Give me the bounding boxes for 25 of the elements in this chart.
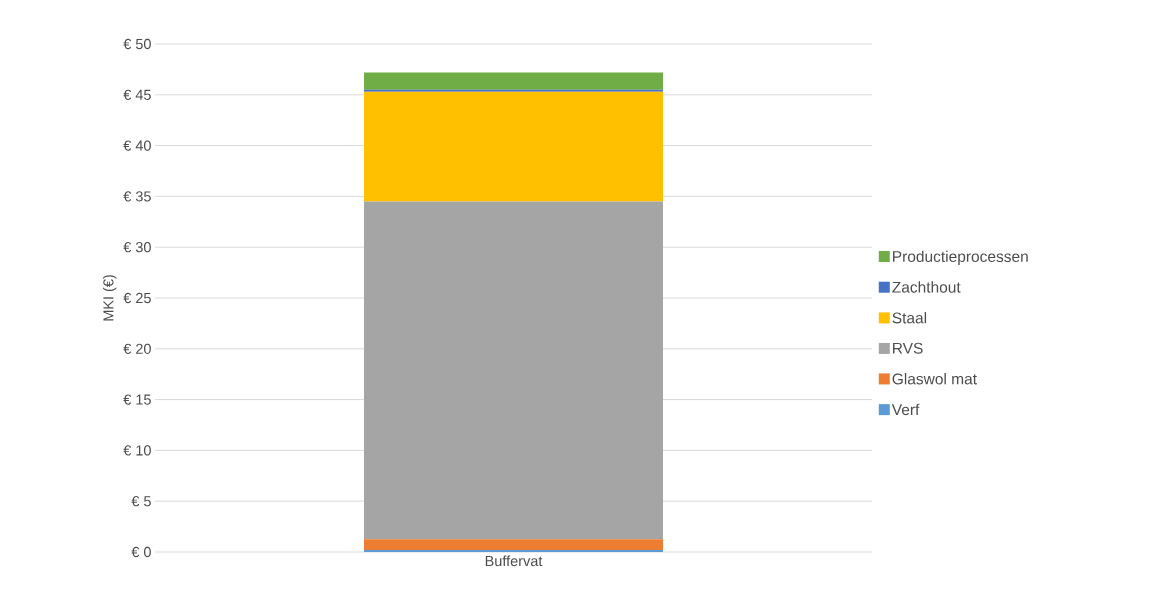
legend-label: Glaswol mat [892,373,977,385]
legend-label: RVS [893,342,923,354]
y-tick-label: € 50 [123,38,151,50]
y-tick-label: € 0 [131,546,151,558]
bar [364,549,663,552]
y-axis-title: MKI (€) [102,275,117,321]
y-tick-label: € 20 [123,343,151,354]
bar [364,89,663,92]
bar [364,539,663,550]
y-tick-label: € 10 [123,445,151,456]
y-tick-label: € 30 [123,242,151,253]
bar [364,201,663,540]
legend-label: Staal [892,312,927,324]
y-tick-label: € 25 [123,292,151,304]
bar [364,91,663,202]
legend-label: Productieprocessen [893,250,1028,266]
x-tick-label: Buffervat [485,555,543,567]
legend-label: Verf [891,403,920,416]
y-tick-label: € 5 [131,496,151,507]
legend-label: Zachthout [892,281,961,293]
y-tick-label: € 35 [123,191,151,202]
y-tick-label: € 15 [123,394,151,405]
bar [364,72,663,90]
y-tick-label: € 40 [123,140,151,151]
y-tick-label: € 45 [123,89,151,100]
